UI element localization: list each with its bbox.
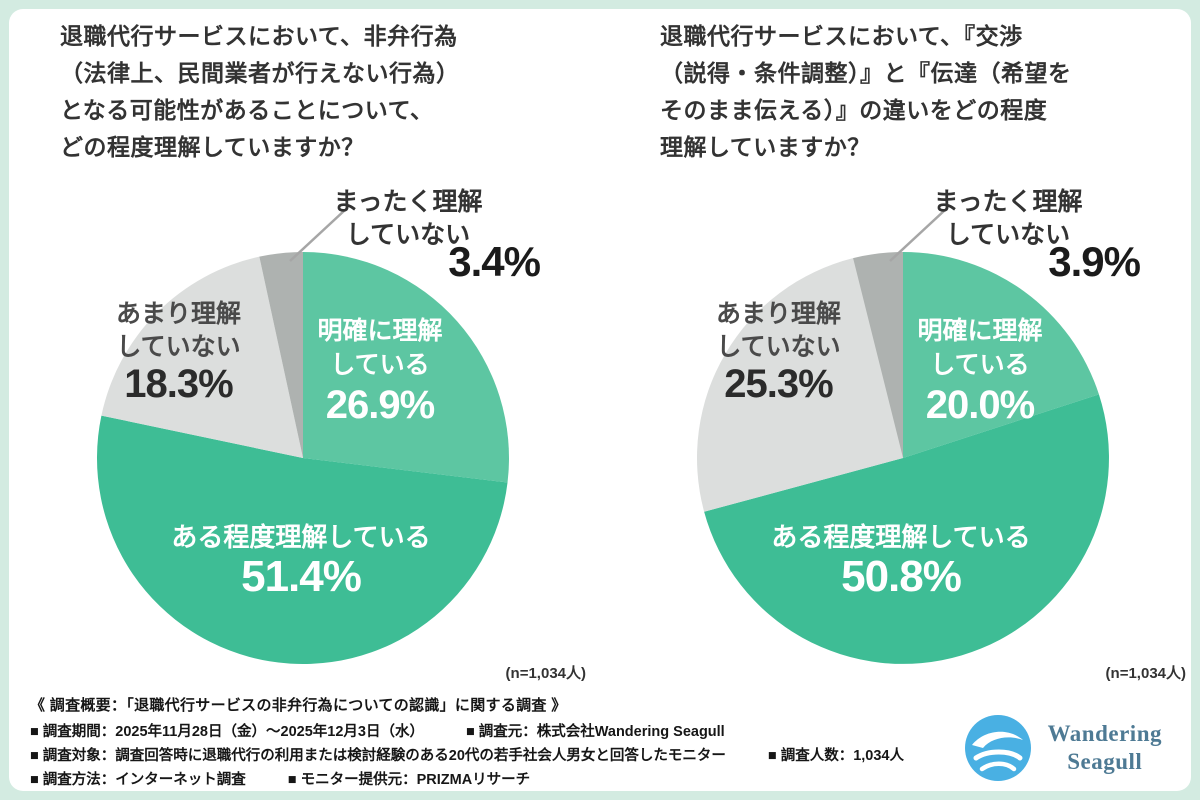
survey-monitor-provider: ■ モニター提供元：PRIZMAリサーチ xyxy=(287,772,531,788)
logo-text: Wandering Seagull xyxy=(1048,720,1162,776)
label-text: していない xyxy=(945,221,1071,249)
title-line: （法律上、民間業者が行えない行為） xyxy=(60,60,460,86)
label-text: まったく理解 xyxy=(933,188,1083,216)
label-text: あまり理解 xyxy=(715,300,841,328)
label-text: していない xyxy=(116,333,241,361)
title-line: 理解していますか？ xyxy=(660,134,871,160)
label-little: あまり理解 していない 18.3% xyxy=(76,298,281,406)
pct-some: 51.4% xyxy=(241,552,362,601)
label-text: あまり理解 xyxy=(115,300,241,328)
chart-left: 退職代行サービスにおいて、非弁行為 （法律上、民間業者が行えない行為） となる可… xyxy=(0,0,600,692)
title-line: どの程度理解していますか？ xyxy=(60,134,365,160)
pct-clear: 20.0% xyxy=(925,383,1035,427)
label-text: 明確に理解 xyxy=(917,317,1043,345)
survey-overview-heading: 《 調査概要：「退職代行サービスの非弁行為についての認識」に関する調査 》 xyxy=(30,697,567,714)
pct-little: 25.3% xyxy=(724,362,833,406)
label-some: ある程度理解している 51.4% xyxy=(91,520,511,601)
label-some: ある程度理解している 50.8% xyxy=(691,520,1111,601)
pie-slice-1 xyxy=(96,415,508,665)
pct-none: 3.9% xyxy=(1048,238,1141,285)
label-none: まったく理解 していない xyxy=(308,186,508,252)
survey-source: ■ 調査元：株式会社Wandering Seagull xyxy=(465,724,725,740)
logo-text-line1: Wandering xyxy=(1047,721,1162,746)
label-text: 明確に理解 xyxy=(317,317,443,345)
pie-slice-0 xyxy=(903,252,1099,458)
title-line: （説得・条件調整）』と『伝達（希望を xyxy=(660,60,1072,86)
leader-line xyxy=(289,209,346,262)
survey-overview-row: ■ 調査方法：インターネット調査 ■ モニター提供元：PRIZMAリサーチ xyxy=(30,768,970,792)
pie-slice-3 xyxy=(853,252,903,458)
pie-slice-0 xyxy=(303,252,509,483)
survey-count: ■ 調査人数：1,034人 xyxy=(767,748,904,764)
label-text: している xyxy=(330,351,430,379)
survey-overview-row: ■ 調査対象：調査回答時に退職代行の利用または検討経験のある20代の若手社会人男… xyxy=(30,744,970,768)
pct-clear: 26.9% xyxy=(325,383,435,427)
label-none: まったく理解 していない xyxy=(908,186,1108,252)
chart-left-title: 退職代行サービスにおいて、非弁行為 （法律上、民間業者が行えない行為） となる可… xyxy=(60,18,570,166)
title-line: 退職代行サービスにおいて、『交渉 xyxy=(660,23,1023,49)
pie-slice-2 xyxy=(696,258,903,512)
pie-slice-3 xyxy=(259,252,303,458)
chart-right: 退職代行サービスにおいて、『交渉 （説得・条件調整）』と『伝達（希望を そのまま… xyxy=(600,0,1200,692)
label-text: ある程度理解している xyxy=(171,522,431,552)
survey-overview-row: ■ 調査期間：2025年11月28日（金）〜2025年12月3日（水） ■ 調査… xyxy=(30,720,970,744)
pct-some: 50.8% xyxy=(841,552,962,601)
label-clear: 明確に理解 している 26.9% xyxy=(290,314,470,427)
label-text: まったく理解 xyxy=(333,188,483,216)
label-text: していない xyxy=(345,221,471,249)
label-text: していない xyxy=(716,333,841,361)
chart-right-title: 退職代行サービスにおいて、『交渉 （説得・条件調整）』と『伝達（希望を そのまま… xyxy=(660,18,1170,166)
label-little: あまり理解 していない 25.3% xyxy=(676,298,881,406)
pie-slice-1 xyxy=(704,394,1109,664)
title-line: となる可能性があることについて、 xyxy=(60,97,434,123)
label-clear: 明確に理解 している 20.0% xyxy=(890,314,1070,427)
sample-size-note: (n=1,034人) xyxy=(1105,665,1186,682)
pie-slice-2 xyxy=(101,256,303,458)
seagull-wave-icon xyxy=(964,715,1031,781)
pct-none: 3.4% xyxy=(448,238,541,285)
sample-size-note: (n=1,034人) xyxy=(505,665,586,682)
survey-target: ■ 調査対象：調査回答時に退職代行の利用または検討経験のある20代の若手社会人男… xyxy=(30,748,726,764)
survey-overview: 《 調査概要：「退職代行サービスの非弁行為についての認識」に関する調査 》 ■ … xyxy=(30,694,970,792)
logo-text-line2: Seagull xyxy=(1067,749,1143,774)
company-logo: Wandering Seagull xyxy=(962,712,1162,784)
survey-period: ■ 調査期間：2025年11月28日（金）〜2025年12月3日（水） xyxy=(30,724,424,740)
label-text: している xyxy=(930,351,1030,379)
label-text: ある程度理解している xyxy=(771,522,1031,552)
pie-chart-left xyxy=(96,252,509,665)
survey-method: ■ 調査方法：インターネット調査 xyxy=(30,772,246,788)
pie-chart-right xyxy=(696,252,1109,664)
leader-line xyxy=(889,209,946,262)
title-line: 退職代行サービスにおいて、非弁行為 xyxy=(60,23,458,49)
title-line: そのまま伝える）』の違いをどの程度 xyxy=(660,97,1048,123)
pct-little: 18.3% xyxy=(124,362,233,406)
